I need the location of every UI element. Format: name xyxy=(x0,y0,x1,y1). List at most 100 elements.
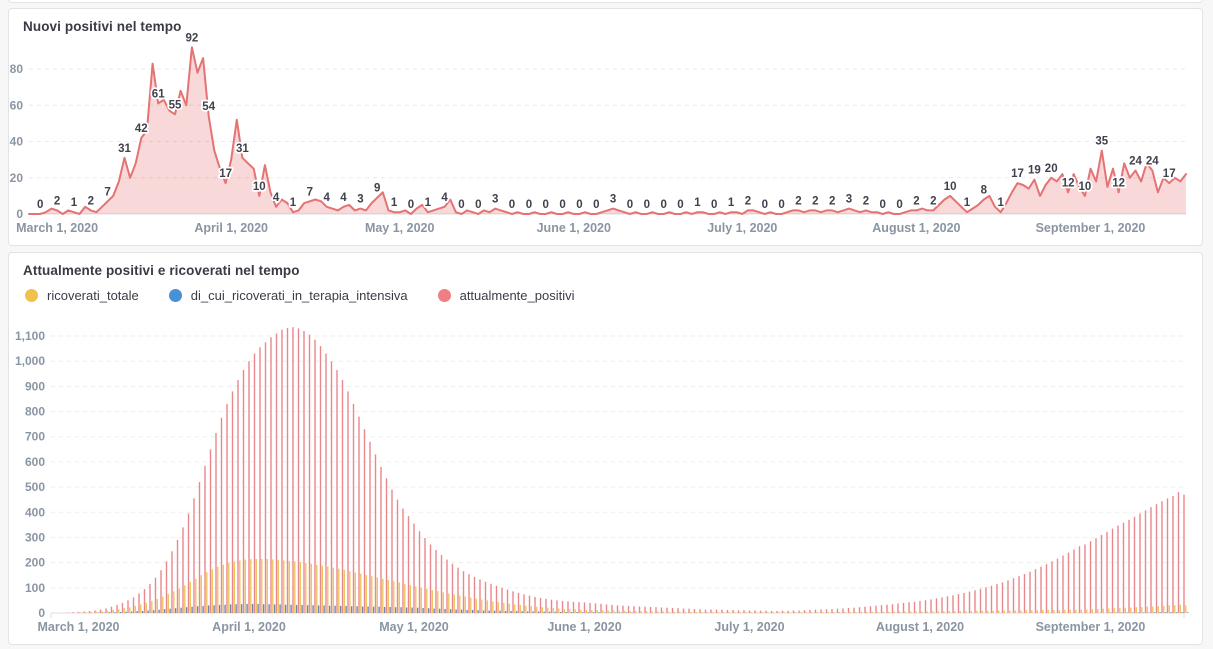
svg-text:0: 0 xyxy=(660,199,666,211)
previous-card-bottom-edge xyxy=(8,0,1203,3)
chart-title-active-positives: Attualmente positivi e ricoverati nel te… xyxy=(23,263,300,278)
svg-text:4: 4 xyxy=(273,192,280,204)
legend-dot-blue-icon xyxy=(168,289,182,302)
svg-text:12: 12 xyxy=(1112,177,1125,189)
svg-text:0: 0 xyxy=(509,199,515,211)
legend-label: attualmente_positivi xyxy=(459,288,575,303)
svg-text:September 1, 2020: September 1, 2020 xyxy=(1036,221,1146,235)
svg-text:17: 17 xyxy=(219,168,232,180)
svg-text:400: 400 xyxy=(25,505,45,519)
svg-text:0: 0 xyxy=(559,199,565,211)
svg-text:0: 0 xyxy=(644,199,650,211)
svg-text:20: 20 xyxy=(10,171,24,185)
svg-text:2: 2 xyxy=(913,195,919,207)
svg-text:31: 31 xyxy=(118,143,131,155)
svg-text:0: 0 xyxy=(762,199,768,211)
svg-text:June 1, 2020: June 1, 2020 xyxy=(547,620,621,634)
svg-text:0: 0 xyxy=(408,199,414,211)
svg-text:August 1, 2020: August 1, 2020 xyxy=(876,620,964,634)
svg-text:10: 10 xyxy=(253,181,266,193)
chart-title-new-positives: Nuovi positivi nel tempo xyxy=(23,19,182,34)
svg-text:0: 0 xyxy=(37,199,43,211)
svg-text:0: 0 xyxy=(475,199,481,211)
svg-text:2: 2 xyxy=(812,195,818,207)
svg-text:100: 100 xyxy=(25,581,45,595)
svg-text:1: 1 xyxy=(391,197,398,209)
svg-text:2: 2 xyxy=(795,195,801,207)
svg-text:1: 1 xyxy=(694,197,701,209)
svg-text:0: 0 xyxy=(879,199,885,211)
svg-text:200: 200 xyxy=(25,556,45,570)
legend-dot-red-icon xyxy=(437,289,451,302)
svg-text:500: 500 xyxy=(25,480,45,494)
svg-text:3: 3 xyxy=(610,194,616,206)
svg-text:31: 31 xyxy=(236,143,249,155)
svg-text:April 1, 2020: April 1, 2020 xyxy=(194,221,268,235)
svg-text:August 1, 2020: August 1, 2020 xyxy=(872,221,960,235)
svg-text:May 1, 2020: May 1, 2020 xyxy=(365,221,435,235)
svg-text:0: 0 xyxy=(593,199,599,211)
svg-text:0: 0 xyxy=(711,199,717,211)
svg-text:92: 92 xyxy=(186,32,199,44)
svg-text:10: 10 xyxy=(1079,181,1092,193)
svg-text:1: 1 xyxy=(71,197,78,209)
svg-text:35: 35 xyxy=(1095,136,1108,148)
legend-label: di_cui_ricoverati_in_terapia_intensiva xyxy=(190,288,408,303)
svg-text:0: 0 xyxy=(458,199,464,211)
svg-text:3: 3 xyxy=(492,194,498,206)
svg-text:55: 55 xyxy=(169,99,182,111)
svg-text:60: 60 xyxy=(10,98,24,112)
svg-text:9: 9 xyxy=(374,183,380,195)
svg-text:0: 0 xyxy=(16,207,23,221)
svg-text:800: 800 xyxy=(25,405,45,419)
svg-text:8: 8 xyxy=(981,185,988,197)
svg-text:80: 80 xyxy=(10,62,24,76)
svg-text:4: 4 xyxy=(340,192,347,204)
svg-text:7: 7 xyxy=(307,186,313,198)
svg-text:0: 0 xyxy=(778,199,784,211)
svg-text:54: 54 xyxy=(202,101,215,113)
svg-text:July 1, 2020: July 1, 2020 xyxy=(707,221,777,235)
svg-text:May 1, 2020: May 1, 2020 xyxy=(379,620,449,634)
svg-text:2: 2 xyxy=(829,195,835,207)
active-positives-bar-chart[interactable]: 0 100 200 300 400 500 600 700 800 900 1,000 1,100 Ma… xyxy=(9,315,1204,640)
svg-text:1: 1 xyxy=(997,197,1004,209)
svg-text:March 1, 2020: March 1, 2020 xyxy=(38,620,120,634)
svg-text:1: 1 xyxy=(728,197,735,209)
svg-text:0: 0 xyxy=(677,199,683,211)
svg-text:0: 0 xyxy=(38,606,45,620)
svg-text:2: 2 xyxy=(88,195,94,207)
svg-text:700: 700 xyxy=(25,430,45,444)
svg-text:June 1, 2020: June 1, 2020 xyxy=(537,221,611,235)
legend-item-attualmente-positivi[interactable]: attualmente_positivi xyxy=(437,288,575,303)
svg-text:900: 900 xyxy=(25,379,45,393)
svg-text:0: 0 xyxy=(896,199,902,211)
svg-text:3: 3 xyxy=(846,194,852,206)
legend-label: ricoverati_totale xyxy=(47,288,139,303)
svg-text:40: 40 xyxy=(10,135,24,149)
svg-text:2: 2 xyxy=(930,195,936,207)
svg-text:12: 12 xyxy=(1062,177,1075,189)
svg-text:0: 0 xyxy=(526,199,532,211)
svg-text:24: 24 xyxy=(1129,156,1142,168)
svg-text:10: 10 xyxy=(944,181,957,193)
svg-text:0: 0 xyxy=(627,199,633,211)
svg-text:2: 2 xyxy=(745,195,751,207)
svg-text:September 1, 2020: September 1, 2020 xyxy=(1036,620,1146,634)
svg-text:300: 300 xyxy=(25,531,45,545)
svg-text:March 1, 2020: March 1, 2020 xyxy=(16,221,98,235)
svg-text:17: 17 xyxy=(1163,168,1176,180)
chart-legend: ricoverati_totale di_cui_ricoverati_in_t… xyxy=(9,278,1202,303)
legend-item-ricoverati-totale[interactable]: ricoverati_totale xyxy=(25,288,139,303)
svg-text:4: 4 xyxy=(441,192,448,204)
svg-text:1: 1 xyxy=(425,197,432,209)
svg-text:17: 17 xyxy=(1011,168,1024,180)
svg-text:24: 24 xyxy=(1146,156,1159,168)
legend-item-terapia-intensiva[interactable]: di_cui_ricoverati_in_terapia_intensiva xyxy=(168,288,408,303)
svg-text:61: 61 xyxy=(152,88,165,100)
svg-text:7: 7 xyxy=(104,186,110,198)
svg-text:2: 2 xyxy=(863,195,869,207)
svg-text:600: 600 xyxy=(25,455,45,469)
svg-text:1: 1 xyxy=(290,197,297,209)
